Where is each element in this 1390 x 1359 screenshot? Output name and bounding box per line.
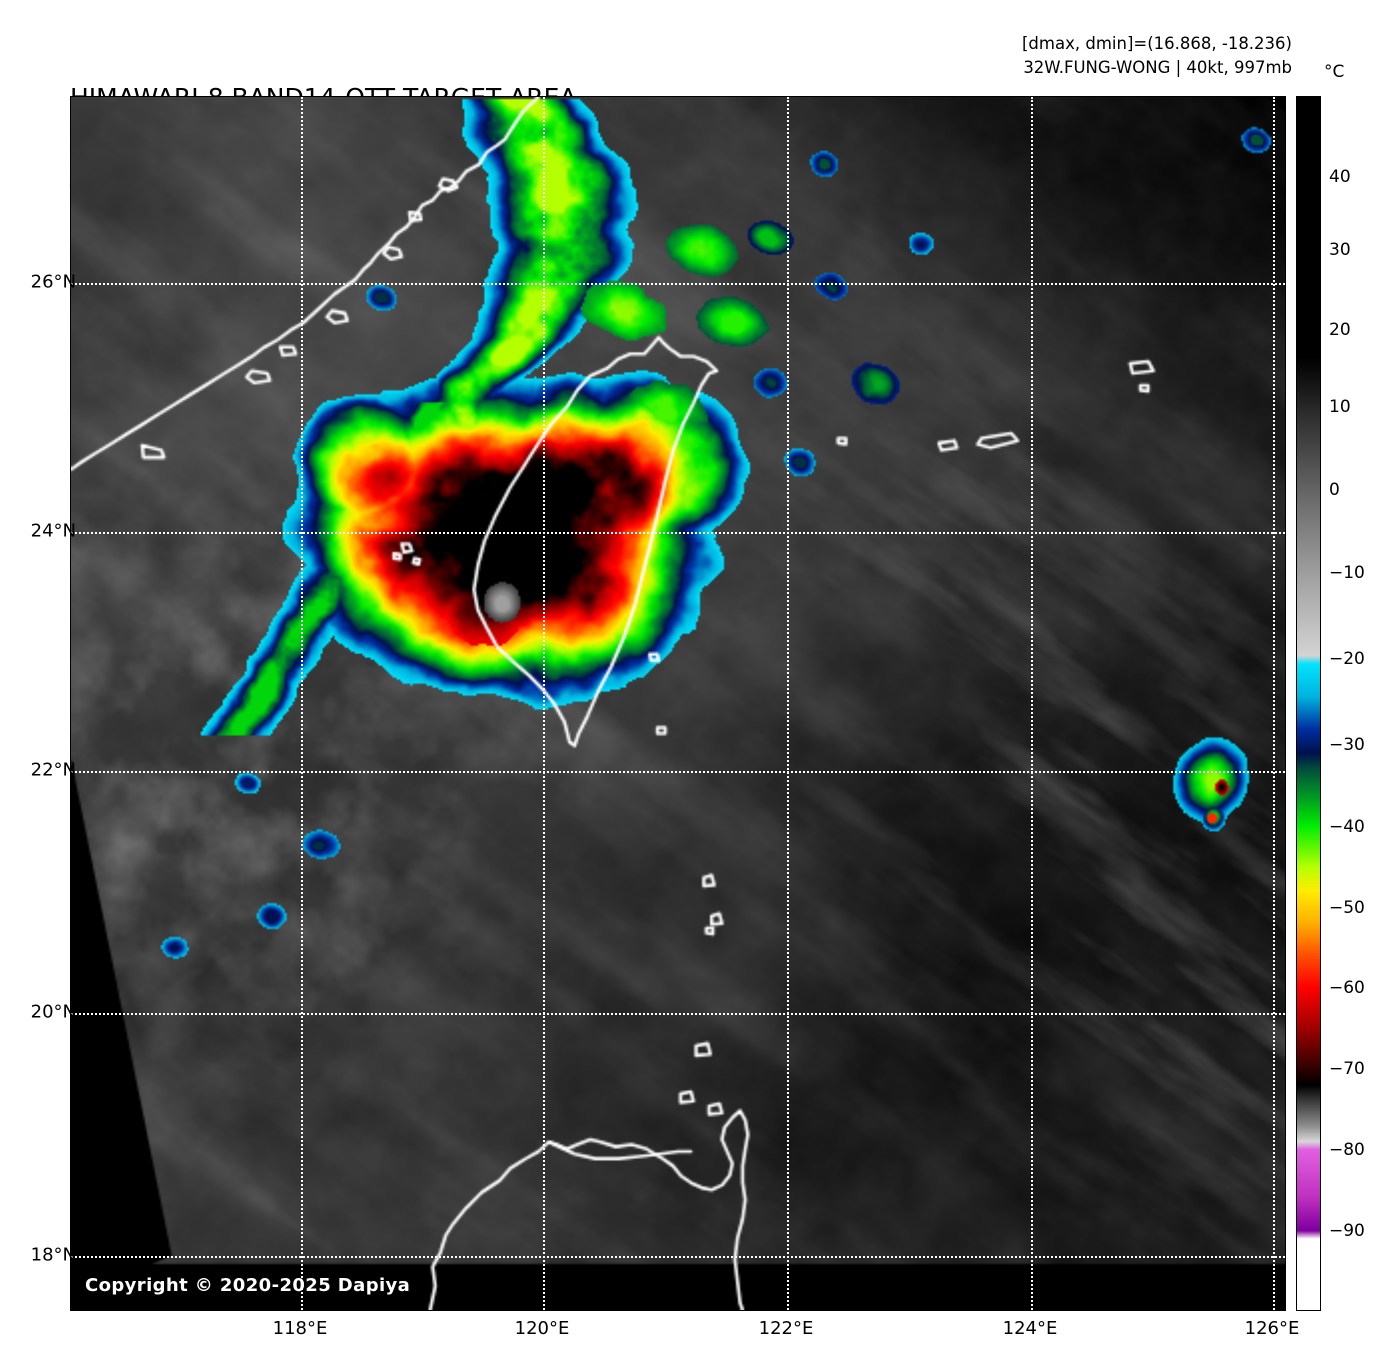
satellite-imagery [71, 97, 1285, 1310]
colorbar-tick-label: −90 [1329, 1221, 1365, 1241]
figure-metadata-block: [dmax, dmin]=(16.868, -18.236) 32W.FUNG-… [1022, 32, 1292, 80]
infrared-brightness-temperature-raster [71, 97, 1285, 1310]
colorbar-tick-label: −10 [1329, 563, 1365, 583]
colorbar-unit-label: °C [1324, 62, 1345, 82]
colorbar-tick-label: 40 [1329, 167, 1351, 187]
temperature-colorbar[interactable] [1296, 96, 1321, 1311]
colorbar-tick-label: 30 [1329, 240, 1351, 260]
latitude-tick-label: 22°N [30, 759, 76, 781]
colorbar-tick-label: −40 [1329, 817, 1365, 837]
longitude-tick-label: 124°E [1002, 1318, 1058, 1339]
longitude-tick-label: 118°E [272, 1318, 328, 1339]
colorbar-tick-label: −70 [1329, 1059, 1365, 1079]
satellite-map-panel[interactable]: Copyright © 2020-2025 Dapiya [70, 96, 1286, 1311]
colorbar-tick-label: 0 [1329, 480, 1340, 500]
latitude-tick-label: 24°N [30, 520, 76, 542]
latitude-tick-label: 18°N [30, 1244, 76, 1266]
longitude-tick-label: 122°E [758, 1318, 814, 1339]
colorbar-tick-label: −80 [1329, 1140, 1365, 1160]
colorbar-tick-label: −30 [1329, 735, 1365, 755]
copyright-label: Copyright © 2020-2025 Dapiya [85, 1275, 411, 1296]
latitude-tick-label: 26°N [30, 271, 76, 293]
latitude-tick-label: 20°N [30, 1001, 76, 1023]
colorbar-gradient [1297, 97, 1320, 1310]
colorbar-tick-label: −60 [1329, 978, 1365, 998]
colorbar-tick-label: −20 [1329, 649, 1365, 669]
longitude-tick-label: 126°E [1244, 1318, 1300, 1339]
colorbar-tick-label: 10 [1329, 397, 1351, 417]
storm-info-label: 32W.FUNG-WONG | 40kt, 997mb [1023, 58, 1292, 77]
colorbar-tick-label: −50 [1329, 898, 1365, 918]
colorbar-tick-label: 20 [1329, 320, 1351, 340]
data-minmax-label: [dmax, dmin]=(16.868, -18.236) [1022, 34, 1292, 53]
longitude-tick-label: 120°E [514, 1318, 570, 1339]
